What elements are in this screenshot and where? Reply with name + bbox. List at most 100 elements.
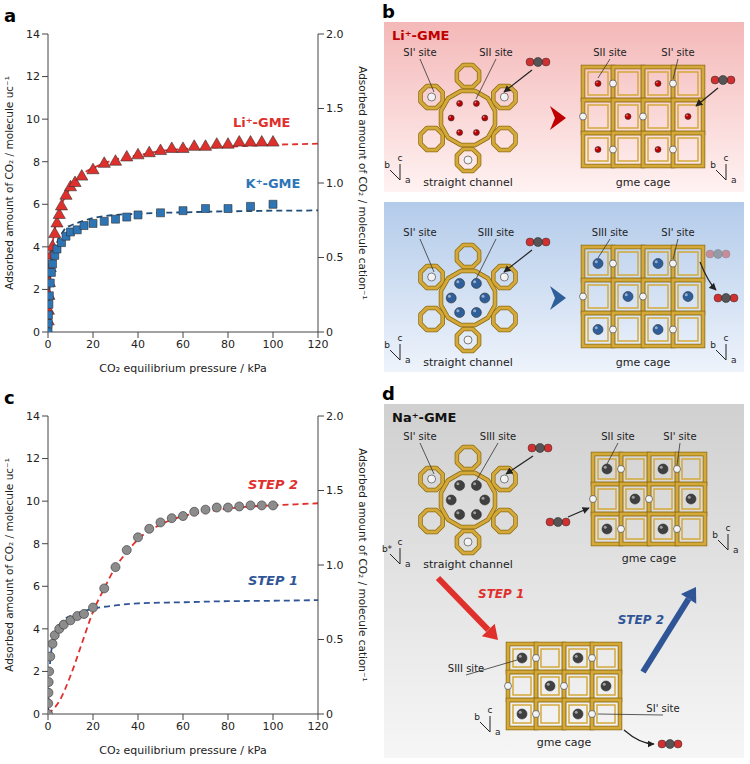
svg-text:SIII site: SIII site bbox=[448, 663, 484, 674]
svg-text:Na⁺-GME: Na⁺-GME bbox=[392, 410, 456, 425]
svg-text:a: a bbox=[731, 355, 737, 365]
svg-text:8: 8 bbox=[33, 156, 40, 169]
svg-text:1.0: 1.0 bbox=[326, 559, 344, 572]
svg-text:b: b bbox=[474, 712, 480, 722]
svg-text:10: 10 bbox=[26, 113, 40, 126]
svg-text:4: 4 bbox=[33, 623, 40, 636]
svg-text:SI' site: SI' site bbox=[403, 47, 436, 58]
svg-text:c: c bbox=[4, 387, 15, 408]
svg-text:gme cage: gme cage bbox=[616, 176, 671, 189]
svg-text:gme cage: gme cage bbox=[622, 552, 677, 565]
svg-text:8: 8 bbox=[33, 538, 40, 551]
svg-text:c: c bbox=[398, 333, 403, 343]
svg-text:STEP 1: STEP 1 bbox=[478, 587, 524, 601]
svg-text:1.0: 1.0 bbox=[326, 177, 344, 190]
svg-text:120: 120 bbox=[308, 720, 329, 733]
svg-text:STEP 2: STEP 2 bbox=[248, 477, 298, 492]
svg-text:Adsorbed amount of CO₂ / molec: Adsorbed amount of CO₂ / molecule uc⁻¹ bbox=[3, 458, 15, 672]
svg-text:SI' site: SI' site bbox=[403, 227, 436, 238]
svg-text:SII site: SII site bbox=[479, 47, 513, 58]
svg-text:12: 12 bbox=[26, 452, 40, 465]
svg-text:40: 40 bbox=[131, 720, 145, 733]
svg-text:20: 20 bbox=[86, 338, 100, 351]
svg-text:a: a bbox=[4, 5, 16, 26]
svg-text:6: 6 bbox=[33, 198, 40, 211]
svg-text:SIII site: SIII site bbox=[592, 227, 628, 238]
svg-text:b: b bbox=[710, 160, 716, 170]
svg-text:c: c bbox=[398, 537, 403, 547]
svg-text:100: 100 bbox=[263, 338, 284, 351]
svg-text:20: 20 bbox=[86, 720, 100, 733]
svg-text:6: 6 bbox=[33, 580, 40, 593]
svg-text:120: 120 bbox=[308, 338, 329, 351]
svg-text:a: a bbox=[731, 175, 737, 185]
svg-text:0: 0 bbox=[45, 338, 52, 351]
svg-text:b: b bbox=[384, 160, 390, 170]
svg-text:b: b bbox=[384, 340, 390, 350]
svg-text:0: 0 bbox=[326, 326, 333, 339]
svg-text:Adsorbed amount of CO₂ / molec: Adsorbed amount of CO₂ / molecule uc⁻¹ bbox=[3, 76, 15, 290]
svg-text:SI' site: SI' site bbox=[661, 227, 694, 238]
svg-text:40: 40 bbox=[131, 338, 145, 351]
svg-text:14: 14 bbox=[26, 410, 40, 423]
svg-text:a: a bbox=[405, 355, 411, 365]
svg-text:2: 2 bbox=[33, 665, 40, 678]
svg-text:c: c bbox=[724, 153, 729, 163]
svg-text:c: c bbox=[724, 333, 729, 343]
svg-text:Adsorbed amount of CO₂ / molec: Adsorbed amount of CO₂ / molecule cation… bbox=[357, 448, 369, 682]
svg-text:12: 12 bbox=[26, 70, 40, 83]
svg-text:b: b bbox=[712, 530, 718, 540]
svg-text:0: 0 bbox=[45, 720, 52, 733]
svg-text:80: 80 bbox=[221, 338, 235, 351]
svg-text:SIII site: SIII site bbox=[480, 431, 516, 442]
svg-text:2: 2 bbox=[33, 283, 40, 296]
svg-text:0: 0 bbox=[33, 708, 40, 721]
svg-text:straight channel: straight channel bbox=[423, 356, 513, 369]
svg-text:STEP 2: STEP 2 bbox=[618, 613, 664, 627]
svg-text:4: 4 bbox=[33, 241, 40, 254]
svg-text:c: c bbox=[398, 153, 403, 163]
svg-text:a: a bbox=[495, 727, 501, 737]
svg-text:SI' site: SI' site bbox=[646, 703, 679, 714]
svg-text:0.5: 0.5 bbox=[326, 251, 344, 264]
svg-text:b: b bbox=[382, 1, 395, 22]
svg-text:10: 10 bbox=[26, 495, 40, 508]
svg-text:Li⁺-GME: Li⁺-GME bbox=[392, 28, 449, 43]
svg-text:1.5: 1.5 bbox=[326, 102, 344, 115]
svg-text:2.0: 2.0 bbox=[326, 410, 344, 423]
svg-text:b: b bbox=[710, 340, 716, 350]
svg-text:60: 60 bbox=[176, 720, 190, 733]
svg-text:a: a bbox=[405, 559, 411, 569]
svg-text:Li⁺-GME: Li⁺-GME bbox=[233, 115, 290, 130]
svg-text:STEP 1: STEP 1 bbox=[248, 573, 298, 588]
svg-text:c: c bbox=[726, 523, 731, 533]
svg-text:gme cage: gme cage bbox=[537, 736, 592, 749]
svg-text:straight channel: straight channel bbox=[423, 176, 513, 189]
svg-text:CO₂ equilibrium pressure / kPa: CO₂ equilibrium pressure / kPa bbox=[99, 362, 266, 375]
svg-text:a: a bbox=[405, 175, 411, 185]
svg-text:100: 100 bbox=[263, 720, 284, 733]
svg-text:0: 0 bbox=[33, 326, 40, 339]
svg-text:80: 80 bbox=[221, 720, 235, 733]
svg-text:Adsorbed amount of CO₂ / molec: Adsorbed amount of CO₂ / molecule cation… bbox=[357, 66, 369, 300]
svg-text:0: 0 bbox=[326, 708, 333, 721]
svg-text:CO₂ equilibrium pressure / kPa: CO₂ equilibrium pressure / kPa bbox=[99, 744, 266, 757]
svg-text:a: a bbox=[733, 545, 739, 555]
svg-text:K⁺-GME: K⁺-GME bbox=[246, 176, 301, 191]
svg-text:SI' site: SI' site bbox=[661, 47, 694, 58]
svg-text:60: 60 bbox=[176, 338, 190, 351]
svg-text:SI' site: SI' site bbox=[663, 431, 696, 442]
svg-text:straight channel: straight channel bbox=[423, 558, 513, 571]
svg-text:14: 14 bbox=[26, 28, 40, 41]
svg-text:SII site: SII site bbox=[593, 47, 627, 58]
svg-text:1.5: 1.5 bbox=[326, 484, 344, 497]
svg-text:c: c bbox=[488, 705, 493, 715]
svg-text:d: d bbox=[382, 383, 395, 404]
svg-text:0.5: 0.5 bbox=[326, 633, 344, 646]
svg-text:SI' site: SI' site bbox=[403, 431, 436, 442]
svg-text:SIII site: SIII site bbox=[478, 227, 514, 238]
svg-text:b*: b* bbox=[382, 544, 393, 554]
svg-text:SII site: SII site bbox=[601, 431, 635, 442]
svg-text:2.0: 2.0 bbox=[326, 28, 344, 41]
svg-text:gme cage: gme cage bbox=[616, 356, 671, 369]
